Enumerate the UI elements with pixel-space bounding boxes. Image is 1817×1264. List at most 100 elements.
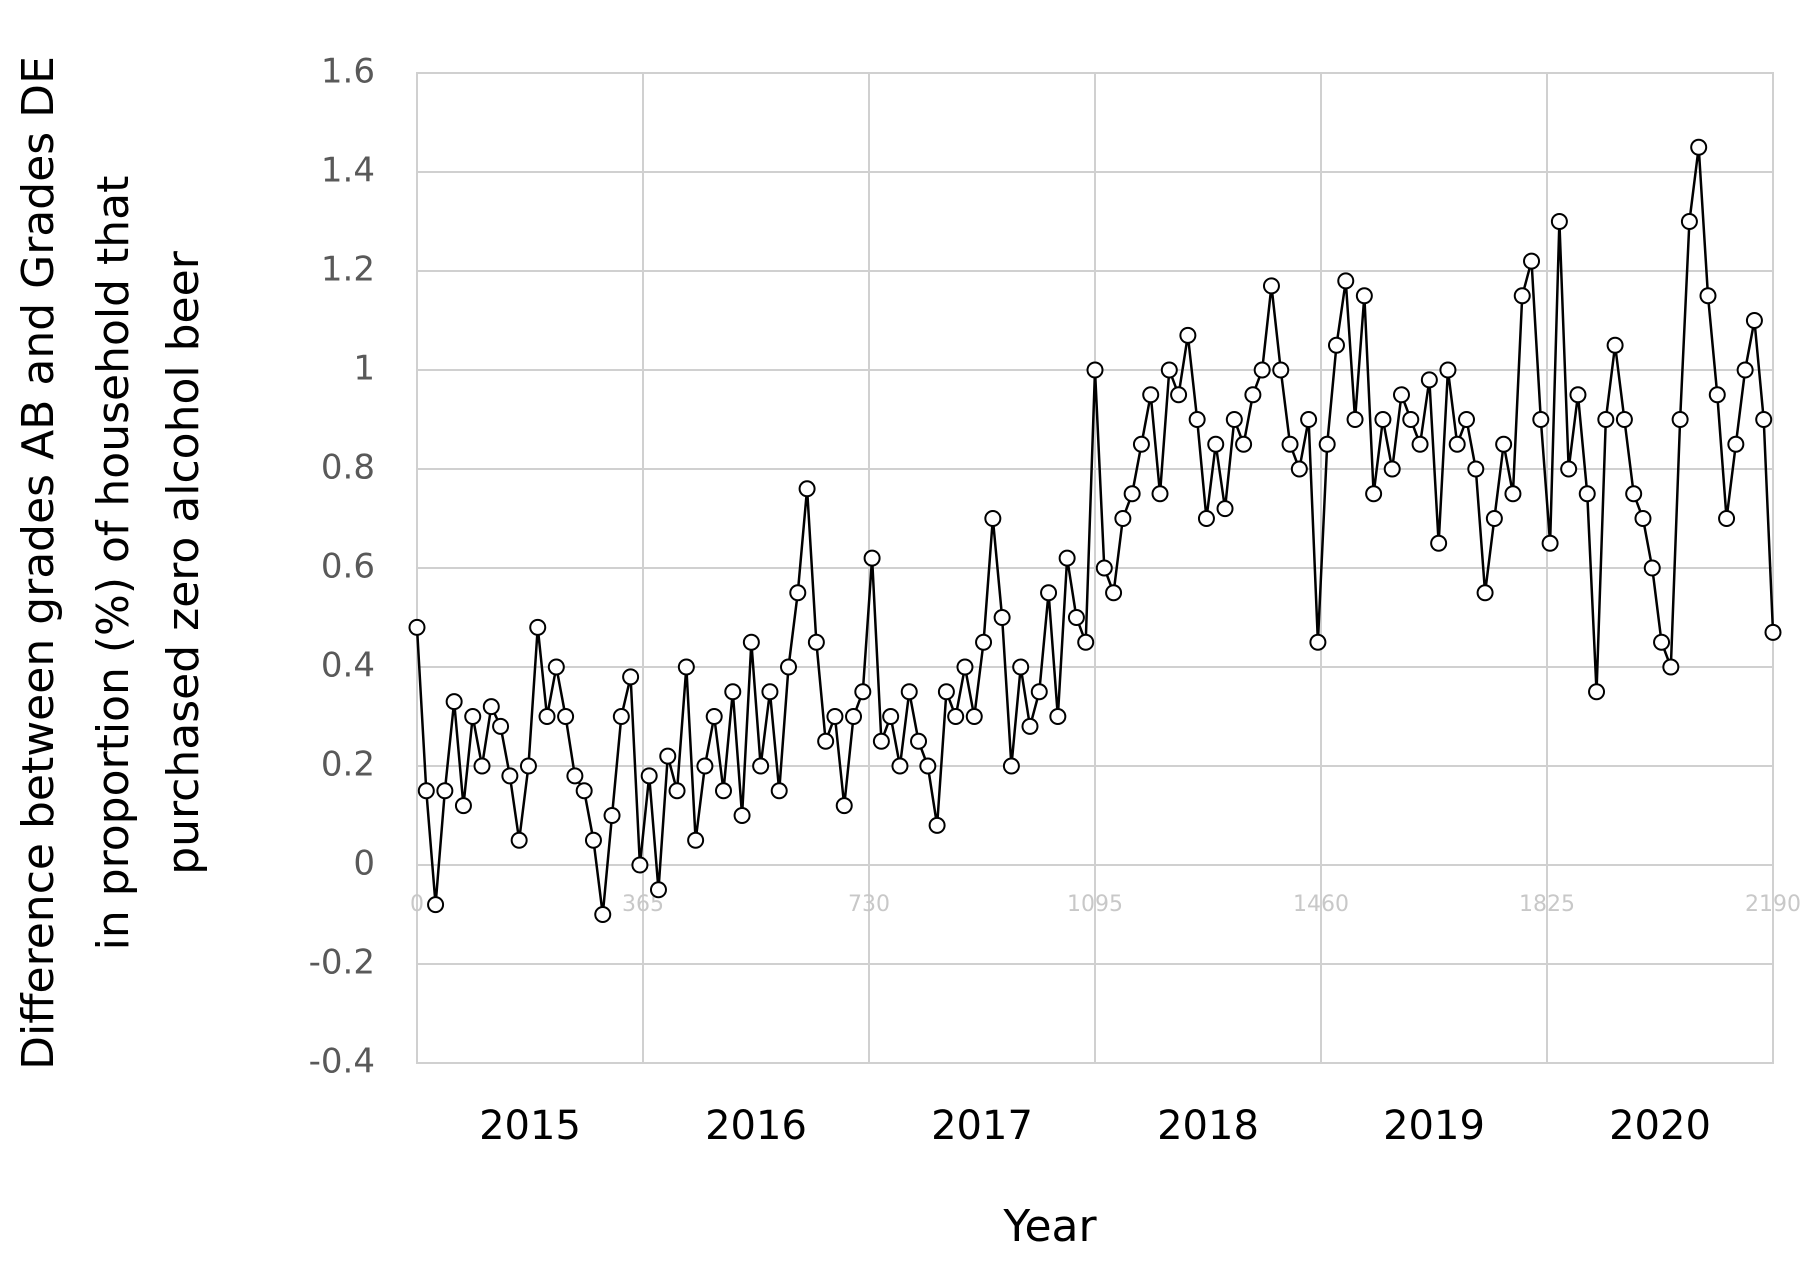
data-point <box>1560 460 1578 478</box>
data-point <box>622 668 640 686</box>
data-point <box>603 807 621 824</box>
y-axis-title: Difference between grades AB and Grades … <box>13 56 64 1070</box>
data-point <box>919 757 937 775</box>
data-point <box>1671 411 1689 428</box>
data-point <box>1718 510 1736 527</box>
data-point <box>1327 336 1345 354</box>
data-point <box>1392 386 1410 404</box>
data-point <box>1216 500 1234 518</box>
data-point <box>1049 708 1067 725</box>
data-point <box>1523 252 1541 270</box>
data-point <box>1383 460 1401 478</box>
data-point <box>1448 435 1466 453</box>
data-point <box>1095 559 1113 577</box>
data-point <box>696 757 714 775</box>
data-point <box>984 510 1002 527</box>
data-point <box>631 856 649 874</box>
data-point <box>427 896 445 914</box>
data-point <box>566 767 584 785</box>
data-point <box>1309 633 1327 651</box>
data-point <box>1197 510 1215 527</box>
data-point <box>547 658 565 676</box>
data-point <box>798 480 816 498</box>
data-point <box>1680 213 1698 230</box>
year-label: 2016 <box>705 1103 807 1149</box>
data-point <box>510 831 528 849</box>
data-point <box>910 732 928 750</box>
data-point <box>594 906 612 923</box>
data-point <box>714 782 732 800</box>
data-point <box>1290 460 1308 478</box>
data-point <box>1458 411 1476 428</box>
data-point <box>1374 411 1392 428</box>
data-point <box>1755 411 1773 428</box>
data-point <box>1439 361 1457 379</box>
data-point <box>464 708 482 725</box>
data-point <box>1745 312 1763 329</box>
data-point <box>1225 411 1243 428</box>
year-label: 2017 <box>931 1103 1033 1149</box>
data-point <box>1569 386 1587 404</box>
data-point <box>1253 361 1271 379</box>
data-point <box>965 708 983 725</box>
x-tick-label: 730 <box>848 892 890 917</box>
data-point <box>417 782 435 800</box>
data-point <box>1170 386 1188 404</box>
y-tick-label: 1.2 <box>321 250 375 290</box>
data-point <box>473 757 491 775</box>
data-point <box>1690 138 1708 156</box>
data-point <box>649 881 667 899</box>
data-point <box>1030 683 1048 701</box>
data-point <box>1727 435 1745 453</box>
x-tick-label: 1095 <box>1067 892 1123 917</box>
data-point <box>1355 287 1373 305</box>
year-label: 2018 <box>1157 1103 1259 1149</box>
data-point <box>677 658 695 676</box>
data-point <box>1300 411 1318 428</box>
data-point <box>1420 371 1438 389</box>
data-point <box>826 708 844 725</box>
data-point <box>1365 485 1383 503</box>
data-point <box>1476 584 1494 602</box>
data-point <box>863 549 881 567</box>
data-point <box>436 782 454 800</box>
data-point <box>780 658 798 676</box>
data-point <box>687 831 705 849</box>
data-point <box>1402 411 1420 428</box>
data-point <box>575 782 593 800</box>
data-point <box>956 658 974 676</box>
data-point <box>882 708 900 725</box>
data-point <box>1615 411 1633 428</box>
data-point <box>1653 633 1671 651</box>
data-point <box>1160 361 1178 379</box>
x-tick-label: 0 <box>410 892 424 917</box>
data-point <box>742 633 760 651</box>
data-point <box>937 683 955 701</box>
data-point <box>1588 683 1606 701</box>
x-tick-label: 2190 <box>1745 892 1801 917</box>
data-point <box>1151 485 1169 503</box>
data-point <box>770 782 788 800</box>
data-point <box>975 633 993 651</box>
year-label: 2020 <box>1609 1103 1711 1149</box>
data-point <box>482 698 500 716</box>
data-point <box>1346 411 1364 428</box>
data-point <box>612 708 630 725</box>
data-point <box>1188 411 1206 428</box>
data-point <box>538 708 556 725</box>
year-label: 2019 <box>1383 1103 1485 1149</box>
x-tick-label: 1460 <box>1293 892 1349 917</box>
data-point <box>1597 411 1615 428</box>
data-point <box>1058 549 1076 567</box>
data-point <box>1513 287 1531 305</box>
data-point <box>1708 386 1726 404</box>
data-point <box>891 757 909 775</box>
data-point <box>1532 411 1550 428</box>
data-point <box>1578 485 1596 503</box>
y-tick-label: -0.2 <box>309 943 375 983</box>
data-point <box>1643 559 1661 577</box>
y-axis-title: purchased zero alcohol beer <box>158 250 209 874</box>
data-point <box>1105 584 1123 602</box>
y-tick-label: 0.2 <box>321 745 375 785</box>
y-tick-label: 0.6 <box>321 547 375 587</box>
